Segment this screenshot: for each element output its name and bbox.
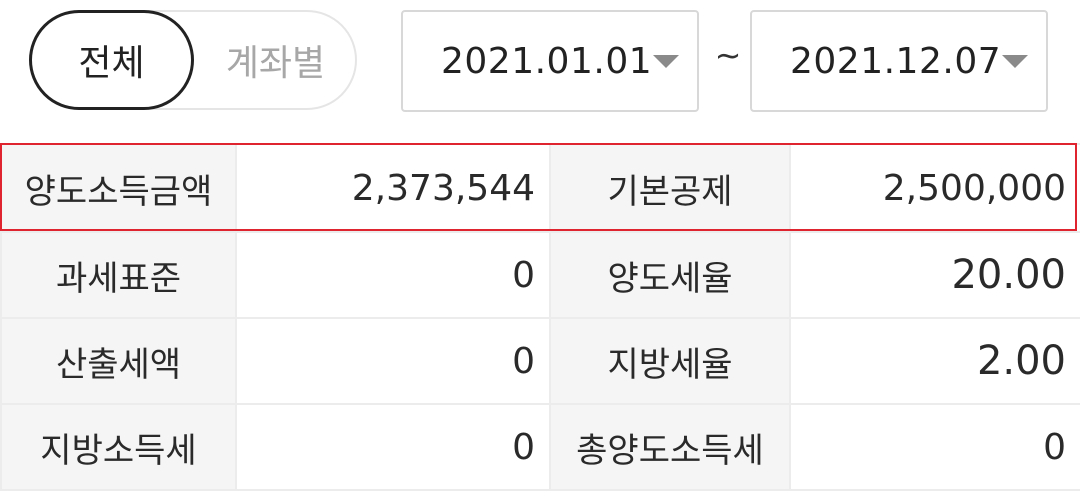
table-row: 산출세액 0 지방세율 2.00 <box>0 317 1080 405</box>
total-transfer-tax-label: 총양도소득세 <box>549 403 791 491</box>
tax-base-value: 0 <box>235 231 551 319</box>
end-date-value: 2021.12.07 <box>790 41 1002 82</box>
transfer-tax-rate-label: 양도세율 <box>549 231 791 319</box>
total-transfer-tax-value: 0 <box>789 403 1080 491</box>
start-date-value: 2021.01.01 <box>441 41 653 82</box>
tax-base-label: 과세표준 <box>0 231 237 319</box>
transfer-tax-rate-value: 20.00 <box>789 231 1080 319</box>
local-income-tax-label: 지방소득세 <box>0 403 237 491</box>
local-tax-rate-label: 지방세율 <box>549 317 791 405</box>
date-range-separator: ~ <box>714 36 742 74</box>
local-income-tax-value: 0 <box>235 403 551 491</box>
by-account-segment-button[interactable]: 계좌별 <box>225 43 326 84</box>
chevron-down-icon <box>653 55 679 68</box>
transfer-income-value: 2,373,544 <box>235 143 551 233</box>
calculated-tax-label: 산출세액 <box>0 317 237 405</box>
table-row: 지방소득세 0 총양도소득세 0 <box>0 403 1080 491</box>
calculated-tax-value: 0 <box>235 317 551 405</box>
end-date-select[interactable]: 2021.12.07 <box>750 10 1048 112</box>
tax-summary-table: 양도소득금액 2,373,544 기본공제 2,500,000 과세표준 0 양… <box>0 143 1080 491</box>
all-segment-button[interactable]: 전체 <box>29 10 194 110</box>
start-date-select[interactable]: 2021.01.01 <box>401 10 699 112</box>
basic-deduction-label: 기본공제 <box>549 143 791 233</box>
view-mode-toggle: 전체 계좌별 <box>29 10 357 110</box>
basic-deduction-value: 2,500,000 <box>789 143 1080 233</box>
table-row: 양도소득금액 2,373,544 기본공제 2,500,000 <box>0 143 1080 233</box>
local-tax-rate-value: 2.00 <box>789 317 1080 405</box>
transfer-income-label: 양도소득금액 <box>0 143 237 233</box>
chevron-down-icon <box>1002 55 1028 68</box>
table-row: 과세표준 0 양도세율 20.00 <box>0 231 1080 319</box>
